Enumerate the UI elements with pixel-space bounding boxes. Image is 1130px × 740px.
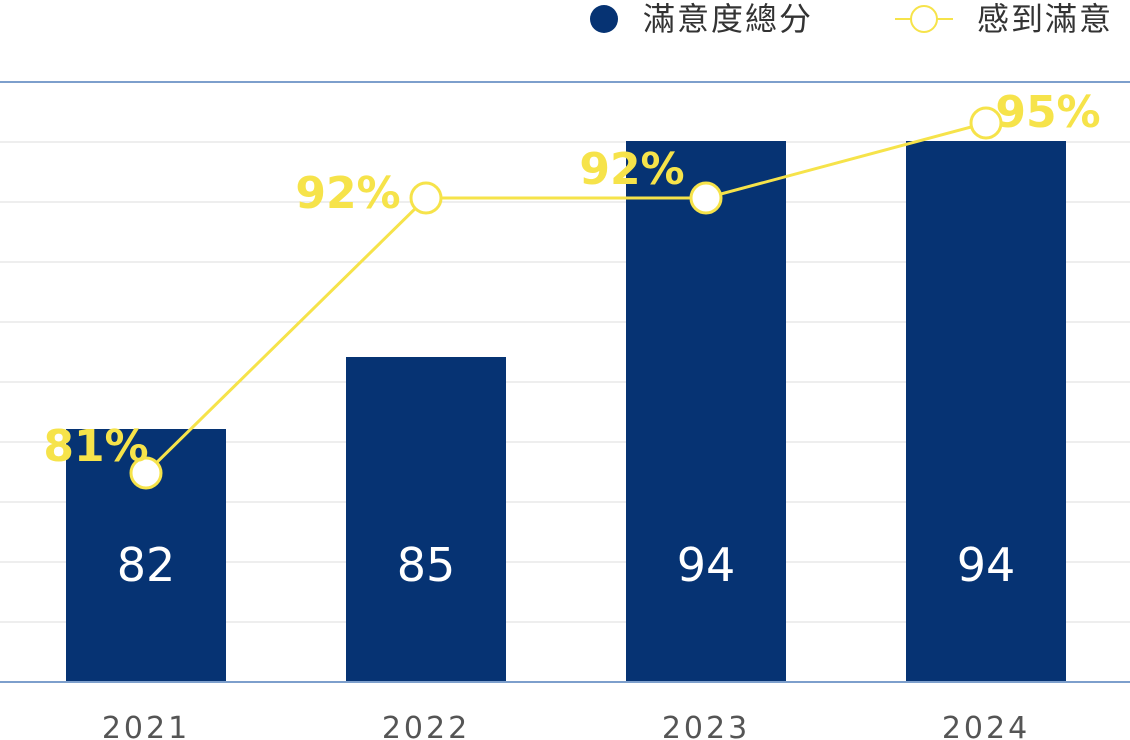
- bar-value-label-2024: 94: [957, 538, 1016, 592]
- legend-line-marker-icon: [910, 5, 938, 33]
- line-value-label-2022: 92%: [295, 168, 400, 219]
- x-tick-label-2023: 2023: [662, 711, 750, 740]
- line-value-label-2024: 95%: [995, 87, 1100, 138]
- legend: 滿意度總分 感到滿意: [590, 0, 1113, 38]
- x-tick-label-2021: 2021: [102, 711, 190, 740]
- line-series: [129, 106, 1003, 490]
- bar-series: [66, 141, 1066, 682]
- line-point-2023: [689, 181, 723, 215]
- legend-line-label: 感到滿意: [977, 0, 1113, 38]
- line-path: [144, 121, 987, 475]
- bar-value-label-2023: 94: [677, 538, 736, 592]
- line-value-label-2021: 81%: [43, 421, 148, 472]
- bar-2023: [626, 141, 786, 682]
- line-point-2022: [409, 181, 443, 215]
- bar-2024: [906, 141, 1066, 682]
- legend-bar-marker-icon: [590, 5, 618, 33]
- line-point-2021: [129, 456, 163, 490]
- x-tick-label-2022: 2022: [382, 711, 470, 740]
- axes: 2021 2022 2023 2024: [0, 81, 1130, 740]
- legend-bar-label: 滿意度總分: [643, 0, 813, 38]
- bar-2022: [346, 357, 506, 682]
- line-value-label-2023: 92%: [579, 144, 684, 195]
- bar-value-label-2022: 85: [397, 538, 456, 592]
- data-labels: 82 85 94 94 81% 92% 92% 95%: [43, 87, 1100, 592]
- x-tick-label-2024: 2024: [942, 711, 1030, 740]
- bar-value-label-2021: 82: [117, 538, 176, 592]
- line-point-2024: [969, 106, 1003, 140]
